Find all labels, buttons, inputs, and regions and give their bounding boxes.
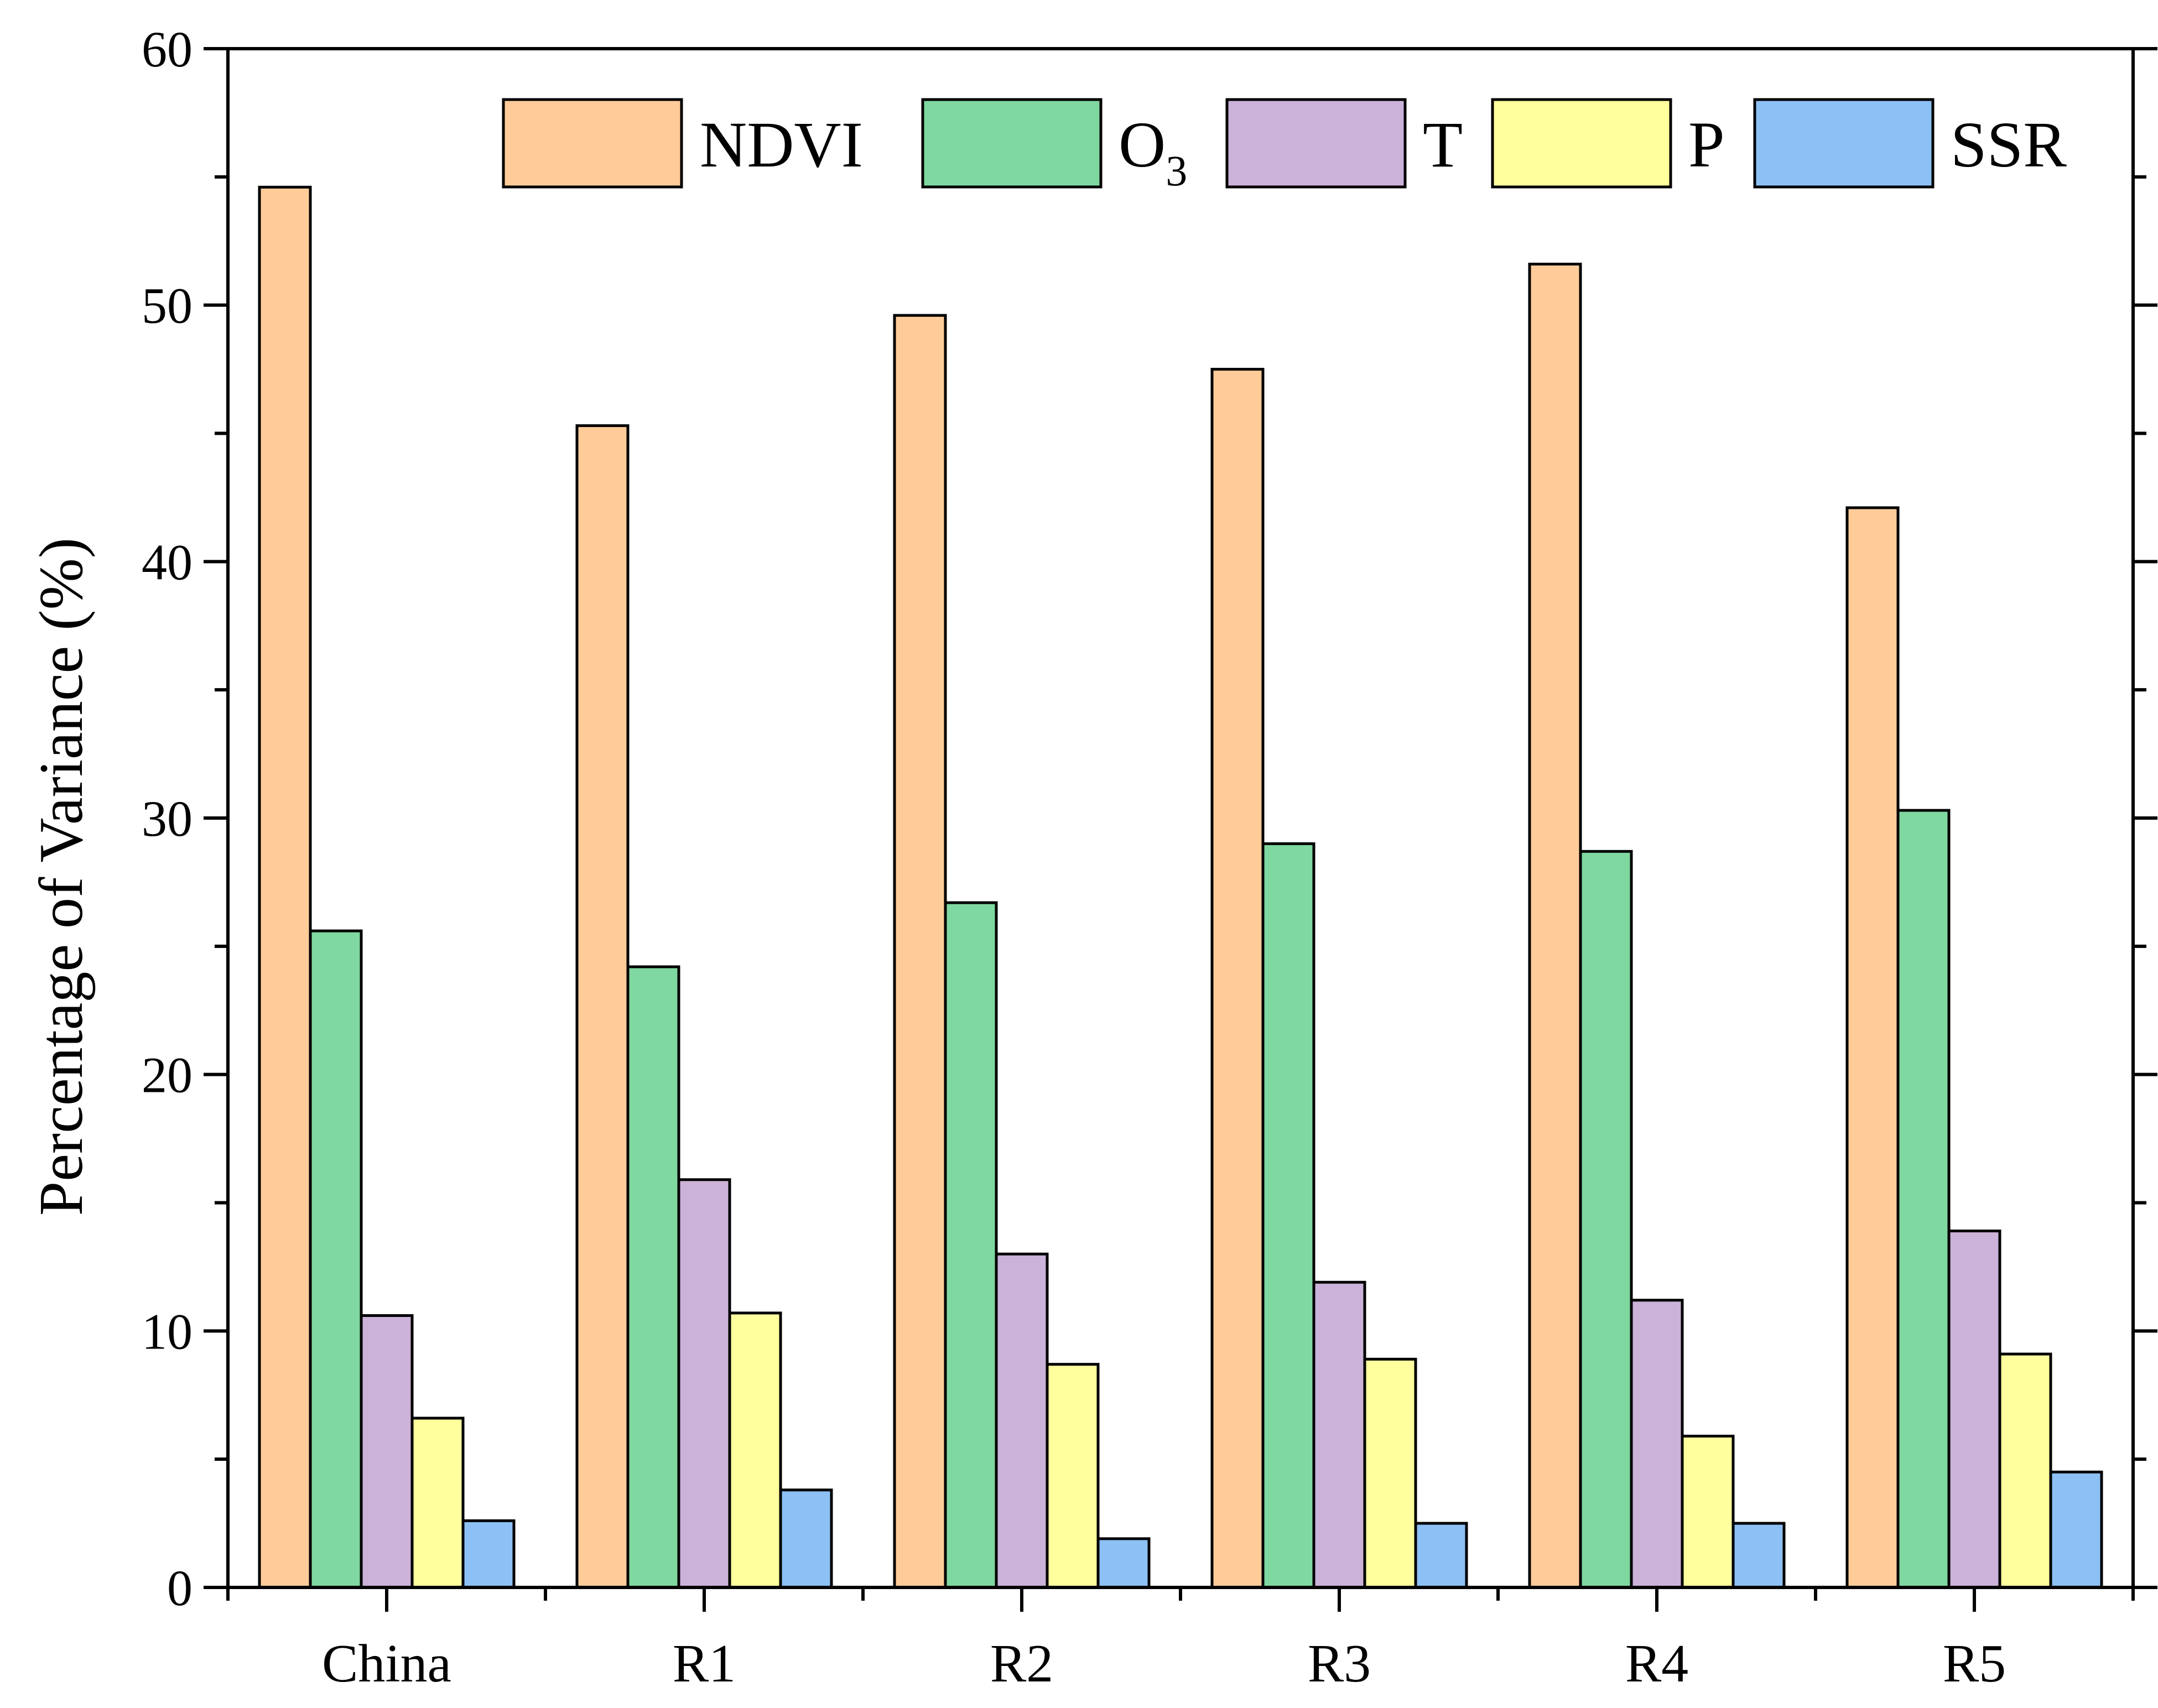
- legend-label-t: T: [1423, 108, 1463, 181]
- legend-label-subscript: 3: [1166, 147, 1187, 195]
- bar-p-china: [410, 1417, 465, 1589]
- bar-o3-r4: [1579, 850, 1633, 1589]
- bar-p-r5: [1998, 1352, 2052, 1589]
- y-tick-label: 10: [142, 1303, 193, 1360]
- legend-swatch-ndvi: [502, 98, 683, 189]
- bar-ndvi-china: [258, 185, 312, 1589]
- bar-o3-r2: [944, 901, 998, 1589]
- y-axis-title: Percentage of Variance (%): [27, 538, 96, 1216]
- bar-ssr-r5: [2049, 1470, 2103, 1589]
- bar-t-r2: [995, 1252, 1049, 1589]
- x-tick-label-china: China: [322, 1634, 451, 1694]
- bar-ssr-r1: [779, 1488, 833, 1589]
- y-tick-label: 0: [167, 1560, 193, 1616]
- bar-ndvi-r2: [893, 314, 947, 1589]
- x-tick-label-r5: R5: [1943, 1634, 2006, 1694]
- bars-layer: [258, 185, 2103, 1589]
- bar-o3-china: [309, 929, 363, 1589]
- bar-ndvi-r4: [1528, 262, 1582, 1589]
- bar-t-r4: [1630, 1299, 1684, 1589]
- bar-t-r3: [1312, 1280, 1366, 1589]
- bar-ndvi-r1: [575, 424, 630, 1589]
- bar-t-china: [360, 1314, 414, 1589]
- bar-p-r2: [1046, 1363, 1100, 1589]
- y-tick-label: 60: [142, 21, 193, 77]
- x-tick-label-r2: R2: [990, 1634, 1053, 1694]
- axes-layer: 0 10 20 30 40 50 60 China R1 R2 R3 R4 R5: [142, 21, 2157, 1694]
- bar-ssr-china: [461, 1519, 516, 1589]
- legend: NDVI O3 T P SSR: [502, 98, 2067, 195]
- legend-label-p: P: [1688, 108, 1725, 181]
- y-tick-label: 20: [142, 1047, 193, 1103]
- legend-label-ndvi: NDVI: [700, 108, 863, 181]
- y-tick-label: 50: [142, 278, 193, 334]
- legend-swatch-p: [1491, 98, 1672, 189]
- legend-swatch-ssr: [1753, 98, 1935, 189]
- x-tick-label-r3: R3: [1308, 1634, 1371, 1694]
- bar-p-r4: [1681, 1434, 1735, 1589]
- bar-ssr-r4: [1731, 1522, 1786, 1589]
- bar-o3-r3: [1261, 842, 1315, 1589]
- bar-ssr-r2: [1096, 1537, 1151, 1589]
- bar-p-r1: [728, 1311, 782, 1589]
- bar-o3-r1: [626, 965, 680, 1589]
- legend-swatch-t: [1225, 98, 1407, 189]
- y-tick-label: 40: [142, 534, 193, 590]
- y-tick-label: 30: [142, 790, 193, 847]
- bar-ssr-r3: [1414, 1522, 1468, 1589]
- bar-p-r3: [1363, 1357, 1417, 1589]
- bar-ndvi-r5: [1845, 506, 1900, 1589]
- legend-swatch-o3: [921, 98, 1103, 189]
- bar-o3-r5: [1896, 809, 1951, 1589]
- x-tick-label-r4: R4: [1625, 1634, 1688, 1694]
- bar-t-r1: [677, 1178, 731, 1589]
- legend-label-ssr: SSR: [1951, 108, 2067, 181]
- bar-t-r5: [1947, 1230, 2001, 1589]
- bar-ndvi-r3: [1210, 368, 1265, 1589]
- x-tick-label-r1: R1: [673, 1634, 736, 1694]
